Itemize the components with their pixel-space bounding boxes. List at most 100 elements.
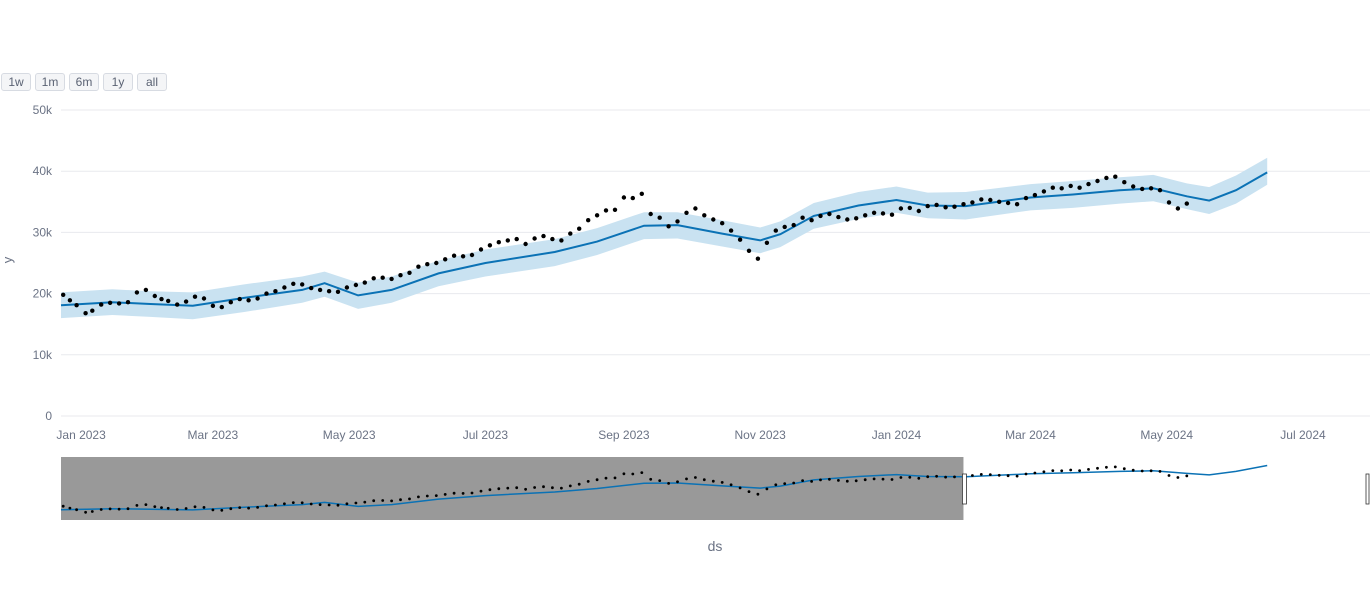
range-slider-point (99, 508, 103, 511)
range-slider-point (461, 492, 465, 495)
data-point (863, 213, 868, 218)
range-slider-point (318, 503, 322, 506)
range-slider-point (720, 481, 724, 484)
range-slider-point (926, 475, 930, 479)
range-slider-point (1096, 466, 1099, 470)
range-slider-point (1051, 469, 1055, 472)
range-slider-point (211, 508, 215, 512)
x-tick-label-8: May 2024 (1140, 428, 1193, 442)
range-slider-point (1140, 469, 1144, 473)
range-slider-point (845, 479, 849, 483)
x-tick-label-3: Jul 2023 (463, 428, 509, 442)
range-slider-point (667, 482, 670, 485)
data-point (134, 290, 140, 295)
data-point (523, 241, 528, 247)
range-slider-point (872, 477, 876, 481)
data-point (791, 222, 796, 228)
range-slider-point (738, 486, 742, 490)
range-slider-handle-right[interactable] (1365, 473, 1370, 505)
range-slider-point (1042, 470, 1046, 474)
data-point (116, 301, 122, 306)
range-slider-point (774, 483, 778, 487)
data-point (782, 224, 787, 230)
data-point (728, 228, 734, 233)
range-slider-point (515, 486, 519, 490)
data-point (1068, 183, 1073, 189)
range-slider-point (202, 506, 206, 509)
range-slider-point (702, 478, 706, 482)
range-slider-point (649, 477, 653, 481)
range-slider-point (90, 510, 94, 513)
data-point (1023, 195, 1029, 201)
data-point (83, 311, 88, 316)
data-point (630, 195, 635, 201)
data-point (67, 298, 73, 303)
range-slider-point (1060, 469, 1064, 473)
range-slider-point (506, 486, 510, 490)
data-point (1122, 180, 1127, 185)
x-axis-ticks: Jan 2023 Mar 2023 May 2023 Jul 2023 Sep 2023… (56, 428, 1326, 442)
data-point (577, 226, 582, 231)
range-slider-point (175, 508, 179, 511)
x-tick-label-9: Jul 2024 (1280, 428, 1326, 442)
data-point (612, 207, 618, 212)
x-tick-label-4: Sep 2023 (598, 428, 650, 442)
range-slider-point (425, 494, 429, 498)
range-slider[interactable] (60, 457, 1370, 520)
range-slider-point (863, 478, 867, 482)
range-button-6m[interactable]: 6m (69, 73, 99, 91)
data-point (702, 213, 707, 218)
data-point (1184, 201, 1190, 206)
data-point (443, 257, 448, 262)
data-point (827, 211, 832, 217)
range-button-1m[interactable]: 1m (35, 73, 65, 91)
range-slider-point (488, 488, 492, 492)
range-button-1w[interactable]: 1w (1, 73, 31, 91)
data-point (1140, 186, 1145, 192)
data-point (871, 210, 877, 215)
range-slider-point (1131, 468, 1135, 472)
range-slider-point (160, 506, 163, 509)
range-slider-point (837, 479, 840, 482)
data-point (907, 205, 912, 211)
range-slider-point (144, 503, 148, 506)
data-point (326, 289, 332, 294)
x-tick-label-7: Mar 2024 (1005, 428, 1056, 442)
range-slider-point (399, 498, 402, 502)
data-point (353, 282, 359, 288)
range-slider-point (84, 510, 87, 514)
range-button-1y[interactable]: 1y (103, 73, 133, 91)
data-point (159, 296, 164, 302)
range-slider-point (953, 475, 956, 479)
data-point (380, 275, 385, 280)
data-point (61, 292, 66, 297)
range-slider-point (256, 506, 259, 509)
range-slider-point (997, 473, 1001, 477)
trend-line-layer (60, 171, 1268, 307)
range-slider-point (1158, 470, 1162, 473)
x-tick-label-6: Jan 2024 (872, 428, 922, 442)
data-point (1131, 184, 1136, 189)
y-tick-label-0: 0 (45, 409, 52, 423)
data-point (594, 213, 600, 218)
range-slider-point (792, 481, 796, 485)
range-slider-point (135, 504, 139, 507)
range-slider-point (783, 482, 787, 485)
range-slider-handle-left[interactable] (962, 473, 967, 505)
data-point (559, 238, 564, 243)
range-button-all[interactable]: all (137, 73, 167, 91)
data-point (684, 210, 689, 215)
data-point (648, 211, 653, 217)
range-slider-point (283, 502, 286, 506)
data-point (219, 304, 224, 310)
range-slider-point (685, 477, 688, 481)
range-slider-point (533, 486, 536, 489)
x-tick-label-2: May 2023 (323, 428, 376, 442)
data-point (183, 299, 189, 304)
range-slider-point (613, 476, 617, 480)
data-point (1041, 189, 1047, 194)
range-slider-point (1033, 471, 1037, 475)
data-point (237, 296, 242, 302)
range-slider-point (117, 507, 121, 511)
range-slider-point (1069, 468, 1073, 472)
